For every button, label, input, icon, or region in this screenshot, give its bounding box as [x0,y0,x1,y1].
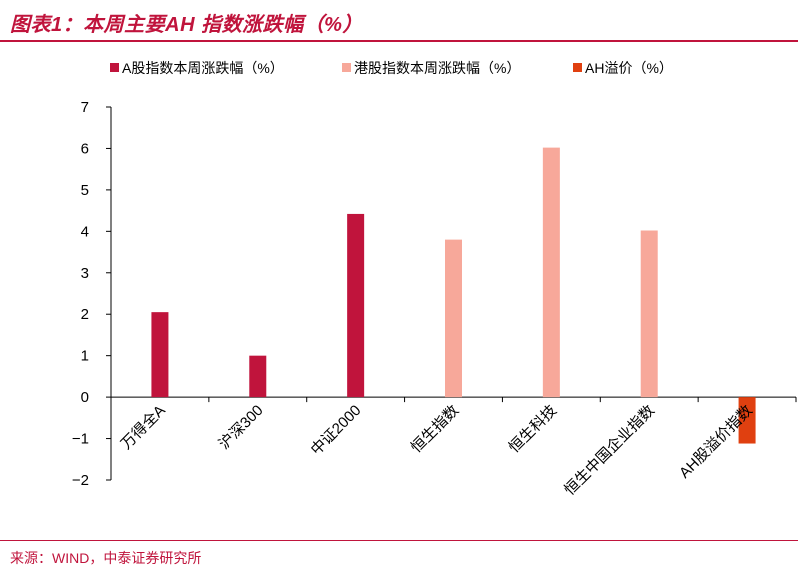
bar [347,213,365,398]
x-category-label: 恒生科技 [506,402,560,456]
legend-label: AH溢价（%） [585,60,673,76]
bar [249,355,267,398]
y-tick-label: 1 [81,348,89,365]
x-category-label: 恒生中国企业指数 [560,401,658,499]
y-tick-label: 2 [81,306,89,323]
x-category-label: 万得全A [117,401,169,453]
y-tick-label: 0 [81,389,89,406]
y-tick-label: 4 [81,223,89,240]
bar [640,230,658,398]
y-tick-label: 5 [81,182,89,199]
chart-title: 图表1：本周主要AH 指数涨跌幅（%） [10,14,363,36]
x-category-label: 恒生指数 [408,402,462,456]
footer-divider [0,540,798,541]
y-tick-label: −1 [72,431,89,448]
y-tick-label: 7 [81,99,89,116]
bar [738,397,756,444]
legend-swatch [110,63,119,72]
bar [151,312,169,398]
y-tick-label: 3 [81,265,89,282]
source-note: 来源：WIND，中泰证券研究所 [10,550,202,566]
legend-swatch [573,63,582,72]
legend-label: 港股指数本周涨跌幅（%） [354,60,520,76]
title-divider [0,40,798,42]
bar [542,147,560,398]
x-category-label: 中证2000 [308,402,365,459]
bar-chart: 7 6 5 4 3 2 1 0 −1 −2 万得全A 沪深300 中证2000 恒生指数 恒生科技 恒生中国企… [72,60,797,499]
legend-swatch [342,63,351,72]
y-tick-label: 6 [81,140,89,157]
y-tick-label: −2 [72,472,89,489]
bar [445,239,462,398]
x-category-label: 沪深300 [216,402,267,453]
legend-label: A股指数本周涨跌幅（%） [122,60,284,76]
